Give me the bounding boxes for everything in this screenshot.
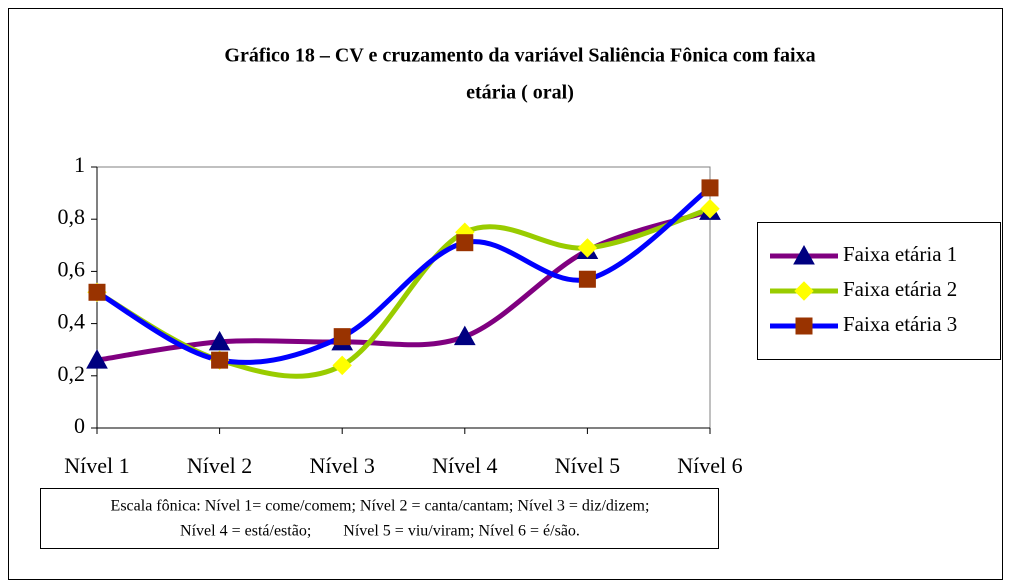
- y-tick-label: 0,2: [58, 361, 86, 386]
- legend-label: Faixa etária 2: [843, 277, 957, 301]
- legend-marker: [793, 244, 815, 265]
- point: [211, 351, 229, 369]
- point: [208, 330, 231, 351]
- point: [453, 325, 476, 346]
- chart-title: etária ( oral): [466, 82, 574, 104]
- note-box: [40, 488, 719, 549]
- y-tick-label: 0,6: [58, 256, 86, 281]
- point: [86, 349, 108, 369]
- point: [578, 270, 596, 288]
- point: [456, 234, 474, 252]
- legend-label: Faixa etária 1: [843, 242, 957, 266]
- point: [333, 328, 351, 346]
- note: Nível 4 = está/estão; Nível 5 = viu/vira…: [180, 523, 580, 540]
- legend-label: Faixa etária 3: [843, 312, 957, 336]
- x-tick-label: Nível 1: [64, 453, 129, 478]
- x-tick-label: Nível 4: [432, 453, 497, 478]
- x-tick-label: Nível 5: [555, 453, 620, 478]
- legend-marker: [795, 317, 813, 335]
- point: [332, 355, 352, 376]
- legend-marker: [794, 281, 814, 301]
- point: [577, 238, 598, 258]
- y-tick-label: 0,8: [58, 204, 86, 229]
- point: [88, 283, 106, 301]
- y-tick-label: 0: [74, 413, 85, 438]
- point: [701, 179, 719, 197]
- point: [700, 199, 720, 219]
- y-tick-label: 0,4: [58, 309, 86, 334]
- x-tick-label: Nível 3: [310, 453, 375, 478]
- note: Escala fônica: Nível 1= come/comem; Níve…: [111, 498, 650, 515]
- x-tick-label: Nível 2: [187, 453, 252, 478]
- series-line: [95, 185, 712, 365]
- x-tick-label: Nível 6: [677, 453, 742, 478]
- y-tick-label: 1: [74, 152, 85, 177]
- chart-title: Gráfico 18 – CV e cruzamento da variável…: [224, 45, 815, 67]
